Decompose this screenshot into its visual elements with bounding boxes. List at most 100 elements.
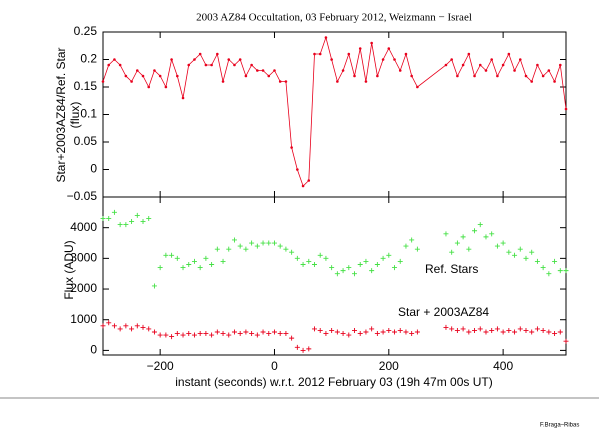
data-point	[323, 331, 329, 337]
data-point	[256, 69, 259, 72]
data-point	[546, 329, 552, 335]
data-point	[233, 63, 236, 67]
data-point	[484, 69, 488, 72]
data-point	[534, 326, 540, 332]
data-point	[512, 252, 518, 258]
data-point	[460, 326, 466, 332]
data-point	[506, 249, 512, 255]
data-point	[169, 334, 175, 340]
data-point	[294, 255, 300, 261]
data-point	[101, 80, 105, 83]
data-point	[386, 327, 392, 333]
data-point	[227, 58, 231, 61]
data-point	[329, 265, 335, 271]
y-tick-label: 2000	[70, 281, 97, 295]
data-point	[277, 331, 283, 337]
data-point	[461, 63, 465, 67]
data-point	[557, 329, 563, 335]
data-point	[472, 228, 478, 234]
data-point	[353, 74, 356, 78]
data-line	[102, 36, 567, 187]
data-point	[301, 184, 305, 188]
data-point	[330, 58, 333, 61]
data-point	[518, 58, 522, 61]
data-point	[163, 332, 169, 338]
data-point	[266, 331, 272, 337]
data-point	[329, 327, 335, 333]
data-point	[117, 326, 123, 332]
data-point	[296, 168, 299, 171]
data-point	[380, 329, 386, 335]
data-point	[283, 246, 289, 252]
data-point	[494, 326, 500, 332]
data-point	[363, 258, 369, 264]
data-point	[153, 69, 156, 72]
data-point	[363, 329, 369, 335]
data-point	[346, 265, 352, 271]
plot-frame	[102, 196, 567, 356]
data-point	[220, 258, 226, 264]
data-point	[324, 36, 328, 39]
data-point	[140, 219, 146, 225]
data-point	[147, 85, 151, 89]
data-point	[369, 268, 375, 274]
data-point	[517, 326, 523, 332]
data-point	[266, 240, 272, 246]
data-point	[541, 74, 545, 78]
data-point	[111, 209, 117, 215]
data-point	[277, 243, 283, 249]
data-point	[460, 234, 466, 240]
data-point	[397, 258, 403, 264]
data-point	[483, 329, 489, 335]
data-point	[135, 69, 139, 72]
data-point	[449, 249, 455, 255]
data-point	[517, 246, 523, 252]
data-point	[261, 69, 265, 72]
data-point	[403, 243, 409, 249]
data-point	[540, 265, 546, 271]
data-point	[141, 74, 145, 78]
data-point	[306, 258, 312, 264]
data-point	[506, 327, 512, 333]
data-point	[198, 52, 202, 56]
data-point	[231, 329, 237, 335]
data-point	[387, 47, 391, 50]
data-point	[467, 52, 471, 56]
y-tick-label: 4000	[70, 220, 97, 234]
data-point	[129, 326, 135, 332]
data-point	[170, 58, 173, 61]
y-tick-label: 0	[90, 162, 97, 176]
data-point	[130, 80, 133, 83]
data-point	[111, 323, 117, 329]
data-point	[334, 329, 340, 335]
data-point	[386, 252, 392, 258]
data-point	[414, 246, 420, 252]
data-point	[357, 261, 363, 267]
data-point	[473, 74, 476, 78]
data-point	[181, 96, 185, 100]
data-point	[334, 271, 340, 277]
data-point	[221, 80, 225, 83]
data-point	[444, 63, 448, 67]
data-point	[151, 329, 157, 335]
data-point	[243, 329, 249, 335]
data-point	[164, 85, 168, 89]
data-point	[307, 179, 311, 182]
y-tick-label: 0.15	[74, 79, 98, 93]
data-point	[180, 332, 186, 338]
data-point	[250, 63, 253, 67]
data-point	[501, 63, 505, 67]
data-point	[214, 246, 220, 252]
data-point	[107, 63, 111, 67]
data-point	[364, 80, 368, 83]
data-point	[271, 240, 277, 246]
data-point	[260, 329, 266, 335]
data-point	[414, 329, 420, 335]
data-point	[546, 271, 552, 277]
data-point	[134, 323, 140, 329]
data-point	[226, 332, 232, 338]
data-point	[157, 332, 163, 338]
data-point	[500, 329, 506, 335]
y-tick-label: −0.05	[67, 189, 98, 203]
